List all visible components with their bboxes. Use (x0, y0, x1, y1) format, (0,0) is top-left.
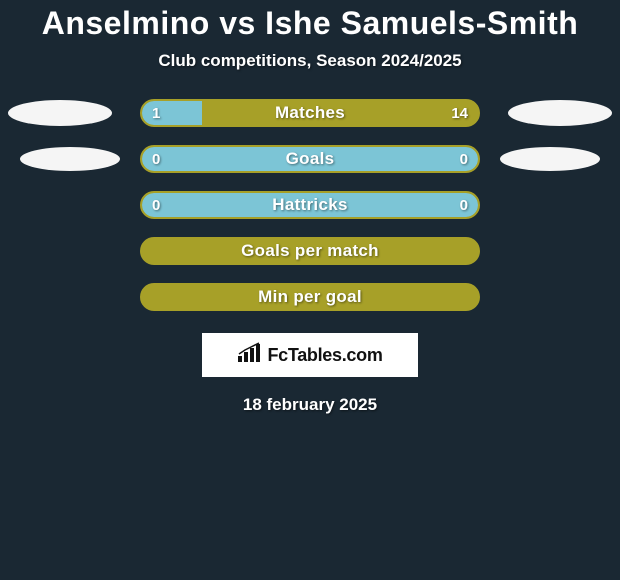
subtitle: Club competitions, Season 2024/2025 (0, 51, 620, 71)
player-oval-right (508, 100, 612, 126)
date-label: 18 february 2025 (0, 395, 620, 415)
stat-label: Min per goal (142, 287, 478, 307)
stat-row: 00Goals (0, 145, 620, 173)
comparison-rows: 114Matches 00Goals 00Hattricks Goals per ma… (0, 99, 620, 311)
stat-bar: 00Goals (140, 145, 480, 173)
stat-label: Goals (142, 149, 478, 169)
stat-bar: Min per goal (140, 283, 480, 311)
stat-bar: 114Matches (140, 99, 480, 127)
stat-row: Min per goal (0, 283, 620, 311)
stat-label: Hattricks (142, 195, 478, 215)
bar-chart-icon (237, 342, 263, 369)
stat-row: 00Hattricks (0, 191, 620, 219)
stat-row: Goals per match (0, 237, 620, 265)
source-logo: FcTables.com (202, 333, 418, 377)
stat-bar: 00Hattricks (140, 191, 480, 219)
page-title: Anselmino vs Ishe Samuels-Smith (0, 0, 620, 41)
stat-row: 114Matches (0, 99, 620, 127)
player-oval-left (8, 100, 112, 126)
logo-text: FcTables.com (267, 345, 382, 366)
stat-label: Goals per match (142, 241, 478, 261)
stat-bar: Goals per match (140, 237, 480, 265)
player-oval-right (500, 147, 600, 171)
stat-label: Matches (142, 103, 478, 123)
player-oval-left (20, 147, 120, 171)
